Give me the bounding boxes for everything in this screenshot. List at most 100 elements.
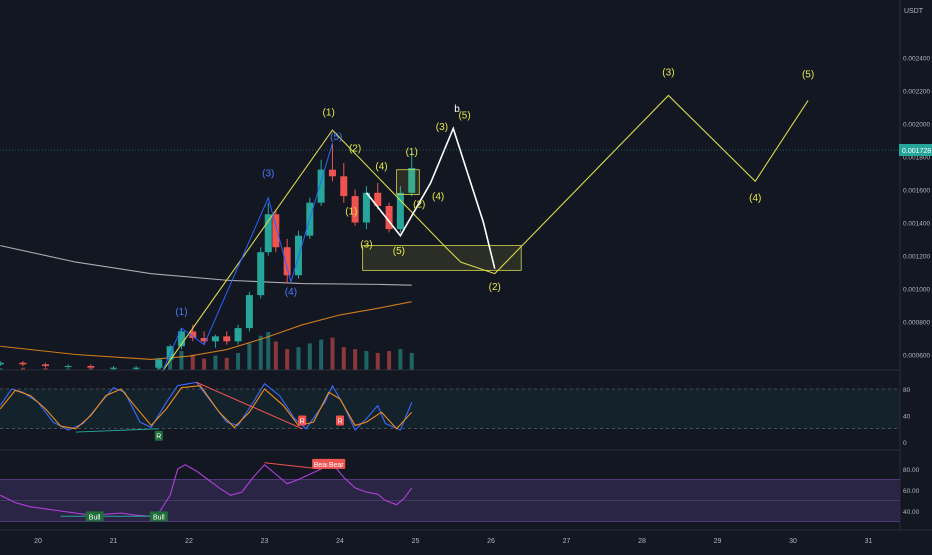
price-axis[interactable]: 0.002400 0.002200 0.002000 0.001800 0.001600… xyxy=(903,56,930,360)
wave-label: (3) xyxy=(262,168,274,179)
volume-bar xyxy=(353,349,358,370)
wave-label: (5) xyxy=(330,132,342,143)
price-tick-label: 0.002200 xyxy=(903,89,930,96)
stochastic-tick-label: 80 xyxy=(903,387,911,394)
volume-bar xyxy=(285,349,290,370)
date-tick-label: 25 xyxy=(412,538,420,545)
volume-bar xyxy=(0,368,3,370)
volume-bar xyxy=(307,343,312,370)
wave-label: (1) xyxy=(406,147,418,158)
oscillator-line xyxy=(0,385,413,430)
moving-average-line xyxy=(0,301,412,361)
stochastic-tick-label: 0 xyxy=(903,440,907,447)
candle-body xyxy=(42,364,50,367)
signal-label: Bear xyxy=(329,462,344,469)
wave-label: (4) xyxy=(375,162,387,173)
candle-body xyxy=(64,366,72,368)
candle-body xyxy=(19,362,27,365)
wave-label: (5) xyxy=(458,111,470,122)
date-tick-label: 24 xyxy=(336,538,344,545)
signal-badge xyxy=(336,415,344,426)
white-wave-projection xyxy=(365,126,496,269)
candle-body xyxy=(189,331,197,338)
bear-divergence-line xyxy=(196,381,303,430)
wave-label: b xyxy=(454,104,460,115)
wave-label: (4) xyxy=(285,287,297,298)
volume-bar xyxy=(296,347,301,370)
current-price-label: 0.001728 xyxy=(902,148,931,155)
wave-label: (2) xyxy=(489,282,501,293)
candle-body xyxy=(245,295,253,329)
price-tick-label: 0.001400 xyxy=(903,221,930,228)
volume-bar xyxy=(258,335,263,370)
candle-body xyxy=(283,247,291,276)
date-tick-label: 27 xyxy=(563,538,571,545)
wave-label: (5) xyxy=(393,246,405,257)
signal-badge xyxy=(149,511,168,522)
signal-label: R xyxy=(337,418,342,425)
volume-bar xyxy=(247,343,252,370)
candle-body xyxy=(155,359,163,368)
candle-body xyxy=(257,252,265,296)
candle-body xyxy=(408,168,416,193)
date-tick-label: 21 xyxy=(110,538,118,545)
signal-label: Bull xyxy=(153,514,165,521)
candle-body xyxy=(264,214,272,253)
wave-label: (1) xyxy=(175,307,187,318)
rsi-tick-label: 80.00 xyxy=(903,467,920,474)
volume-bar xyxy=(179,351,184,370)
date-tick-label: 28 xyxy=(638,538,646,545)
volume-bar xyxy=(224,357,229,370)
date-tick-label: 23 xyxy=(261,538,269,545)
volume-bar xyxy=(273,341,278,370)
wave-projections xyxy=(162,94,809,372)
signal-label: R xyxy=(300,418,305,425)
volume-bar xyxy=(364,351,369,370)
wave-label: (4) xyxy=(432,191,444,202)
volume-bar xyxy=(409,352,414,370)
signal-badge xyxy=(154,430,163,441)
rsi-pane[interactable]: Bull Bull Bear Bear xyxy=(0,458,900,522)
yellow-wave-projection xyxy=(162,94,809,372)
candle-body xyxy=(396,192,404,230)
signal-label: Bull xyxy=(89,514,101,521)
candle-body xyxy=(132,367,140,369)
date-tick-label: 22 xyxy=(185,538,193,545)
price-pane[interactable]: (1)(2)(3)(4)(5)(1)(1)(2)(3)(4)(5)b(2)(3)… xyxy=(0,68,814,372)
time-axis[interactable]: 20 21 22 23 24 25 26 27 28 29 30 31 xyxy=(34,538,872,545)
wave-label: (1) xyxy=(345,206,357,217)
volume-bar xyxy=(341,347,346,370)
date-tick-label: 26 xyxy=(487,538,495,545)
signal-badge xyxy=(312,458,331,469)
price-tick-label: 0.001600 xyxy=(903,188,930,195)
wave-label: (3) xyxy=(436,122,448,133)
candle-body xyxy=(200,338,208,342)
target-zone xyxy=(362,245,522,271)
candle-body xyxy=(110,367,117,369)
candle-body xyxy=(272,214,280,248)
volume-bars xyxy=(0,332,414,370)
bull-divergence-line xyxy=(75,428,159,433)
volume-bar xyxy=(398,349,403,370)
price-tick-label: 0.001200 xyxy=(903,254,930,261)
candle-body xyxy=(317,169,325,203)
candle-body xyxy=(362,192,370,223)
wave-labels: (1)(2)(3)(4)(5)(1)(1)(2)(3)(4)(5)b(2)(3)… xyxy=(175,68,814,318)
candle-body xyxy=(385,206,393,230)
candle-body xyxy=(374,192,382,206)
bear-divergence-line xyxy=(264,462,322,470)
candle-body xyxy=(0,362,4,365)
candle-body xyxy=(177,331,185,347)
volume-bar xyxy=(168,356,173,370)
signal-label: Bear xyxy=(314,462,329,469)
signal-badge xyxy=(327,458,346,469)
price-tick-label: 0.002400 xyxy=(903,56,930,63)
stochastic-pane[interactable]: R R R xyxy=(0,381,900,441)
rsi-tick-label: 40.00 xyxy=(903,509,920,516)
wave-label: (2) xyxy=(349,144,361,155)
candle-body xyxy=(340,176,348,197)
price-tick-label: 0.001800 xyxy=(903,155,930,162)
current-price-badge xyxy=(899,144,932,156)
volume-bar xyxy=(266,332,271,370)
